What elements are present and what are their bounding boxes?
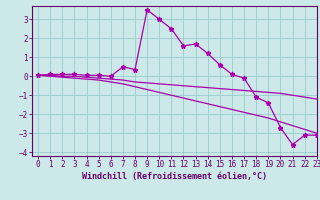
X-axis label: Windchill (Refroidissement éolien,°C): Windchill (Refroidissement éolien,°C): [82, 172, 267, 181]
